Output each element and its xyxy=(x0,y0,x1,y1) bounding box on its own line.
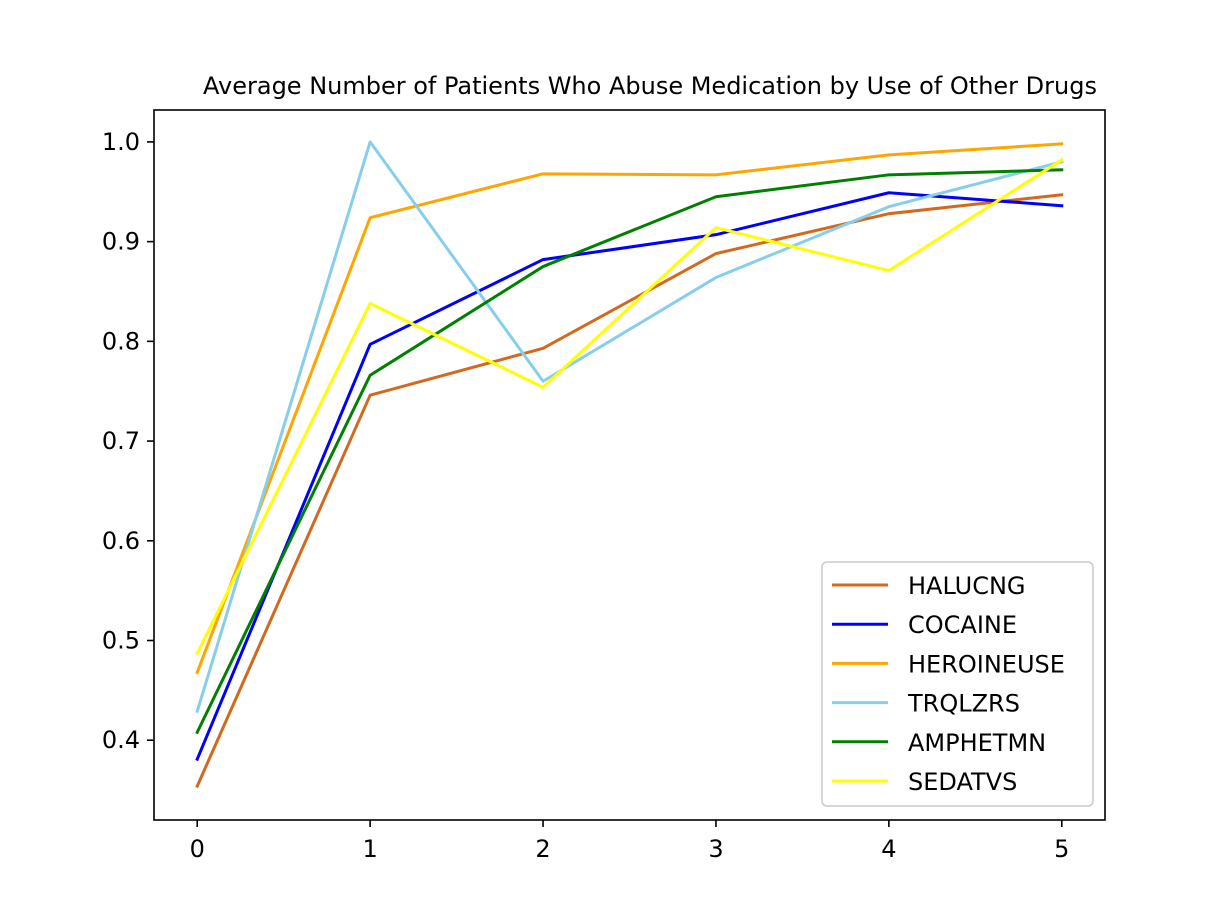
legend-box xyxy=(821,561,1094,807)
y-tick-label: 0.7 xyxy=(102,427,140,455)
y-tick-label: 0.8 xyxy=(102,327,140,355)
y-tick-label: 0.6 xyxy=(102,527,140,555)
legend-label-amphetmn: AMPHETMN xyxy=(908,729,1046,757)
series-line-heroineuse xyxy=(195,142,1064,675)
x-tick-label: 3 xyxy=(708,835,723,863)
legend-label-halucng: HALUCNG xyxy=(908,572,1026,600)
x-tick-label: 1 xyxy=(362,835,377,863)
plot-frame xyxy=(153,109,1106,821)
series-line-cocaine xyxy=(195,191,1064,762)
legend: HALUCNG COCAINE HEROINEUSE TRQLZRS AMPHETMN S… xyxy=(821,561,1094,807)
x-tick-label: 0 xyxy=(190,835,205,863)
y-tick-label: 1.0 xyxy=(102,128,140,156)
x-tick-label: 2 xyxy=(535,835,550,863)
y-tick-label: 0.9 xyxy=(102,228,140,256)
y-tick-label: 0.4 xyxy=(102,726,140,754)
chart-title: Average Number of Patients Who Abuse Med… xyxy=(203,72,1097,100)
legend-label-trqlzrs: TRQLZRS xyxy=(907,690,1020,718)
x-tick-label: 5 xyxy=(1054,835,1069,863)
y-tick-label: 0.5 xyxy=(102,627,140,655)
legend-label-cocaine: COCAINE xyxy=(908,611,1017,639)
legend-label-sedatvs: SEDATVS xyxy=(908,768,1017,796)
axis-ticks: 0 1 2 3 4 5 0.4 0.5 0.6 0.7 0.8 0.9 1.0 xyxy=(102,128,1070,863)
series-line-trqlzrs xyxy=(195,140,1064,714)
series-line-amphetmn xyxy=(195,168,1064,735)
series-line-halucng xyxy=(195,193,1064,789)
series-lines xyxy=(195,140,1064,789)
series-line-sedatvs xyxy=(195,157,1064,656)
legend-label-heroineuse: HEROINEUSE xyxy=(908,650,1065,678)
x-tick-label: 4 xyxy=(881,835,896,863)
